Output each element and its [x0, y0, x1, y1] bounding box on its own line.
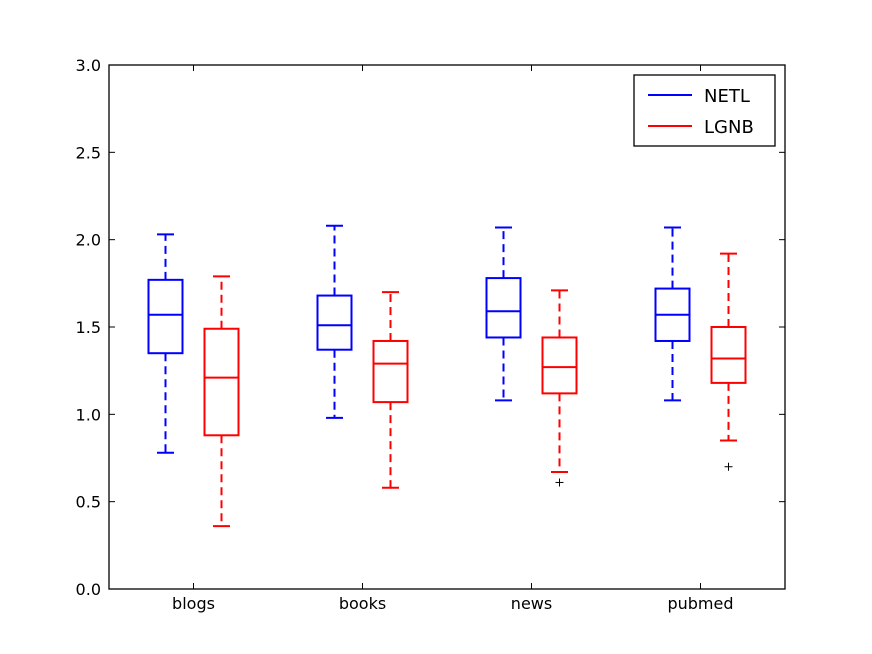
x-axis: blogs books news pubmed: [172, 65, 734, 613]
box-lgnb-blogs: [203, 275, 240, 528]
box-iqr: [541, 336, 578, 395]
x-tick-label-news: news: [511, 594, 552, 613]
y-tick-label: 0.0: [76, 580, 101, 599]
box-iqr: [147, 278, 184, 355]
outlier-marker: [724, 462, 733, 471]
box-iqr: [710, 326, 747, 384]
series-netl: [147, 224, 691, 454]
box-lgnb-news: [541, 289, 578, 487]
box-lgnb-books: [372, 291, 409, 489]
x-tick-label-blogs: blogs: [172, 594, 215, 613]
legend: NETL LGNB: [633, 74, 776, 147]
legend-label: NETL: [704, 86, 750, 107]
x-tick-label-pubmed: pubmed: [667, 594, 733, 613]
box-iqr: [485, 277, 522, 339]
legend-item-lgnb: LGNB: [648, 117, 754, 138]
y-tick-label: 0.5: [76, 493, 101, 512]
box-netl-books: [316, 224, 353, 419]
box-iqr: [203, 327, 240, 437]
box-iqr: [372, 339, 409, 404]
legend-label: LGNB: [704, 117, 754, 138]
plot-area: [147, 224, 747, 528]
box-netl-pubmed: [654, 226, 691, 402]
y-tick-label: 3.0: [76, 56, 101, 75]
series-lgnb: [203, 252, 747, 528]
legend-item-netl: NETL: [648, 86, 750, 107]
y-tick-label: 2.0: [76, 231, 101, 250]
y-tick-label: 1.5: [76, 318, 101, 337]
y-axis: 0.0 0.5 1.0 1.5 2.0 2.5 3.0: [76, 56, 785, 599]
y-tick-label: 2.5: [76, 143, 101, 162]
y-tick-label: 1.0: [76, 405, 101, 424]
x-tick-label-books: books: [339, 594, 386, 613]
box-netl-news: [485, 226, 522, 402]
outlier-marker: [555, 478, 564, 487]
legend-box: [633, 74, 776, 147]
box-netl-blogs: [147, 233, 184, 454]
box-iqr: [316, 294, 353, 351]
box-lgnb-pubmed: [710, 252, 747, 471]
